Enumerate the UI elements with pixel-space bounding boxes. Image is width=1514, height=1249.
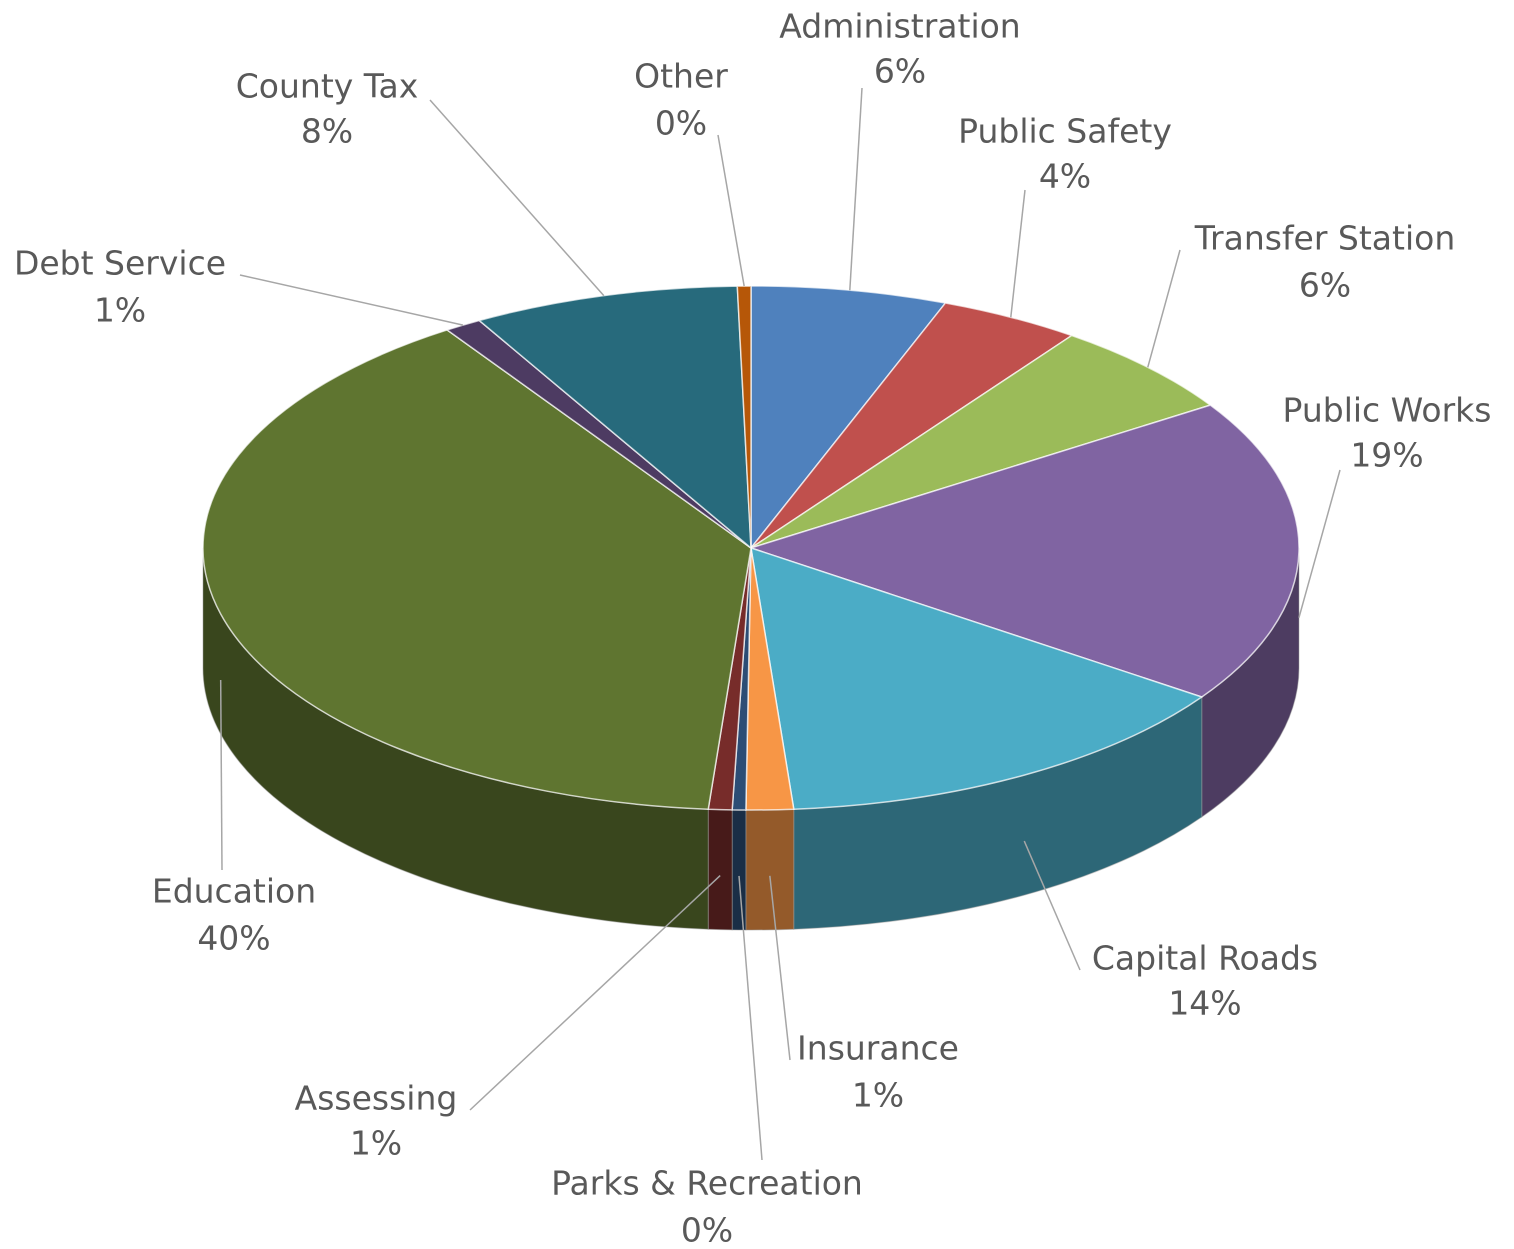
leader-line — [1023, 840, 1081, 971]
value-label: 1% — [852, 1076, 904, 1115]
leader-line — [1298, 469, 1341, 618]
slice — [748, 404, 1300, 698]
value-label: 8% — [301, 112, 353, 151]
value-label: 1% — [350, 1124, 402, 1163]
value-label: 1% — [94, 291, 146, 330]
value-label: 14% — [1168, 984, 1241, 1023]
category-label: County Tax — [236, 67, 418, 106]
slice-side — [745, 808, 795, 931]
value-label: 6% — [874, 52, 926, 91]
category-label: Public Safety — [958, 112, 1172, 151]
leader-line — [738, 875, 763, 1161]
value-label: 4% — [1039, 157, 1091, 196]
category-label: Capital Roads — [1092, 939, 1318, 978]
leader-line — [219, 680, 223, 871]
leader-line — [429, 99, 605, 297]
category-label: Other — [634, 57, 728, 96]
slice — [750, 285, 947, 551]
category-label: Assessing — [295, 1079, 458, 1118]
category-label: Transfer Station — [1194, 219, 1456, 258]
category-label: Public Works — [1283, 391, 1492, 430]
category-label: Insurance — [797, 1029, 959, 1068]
leader-line — [1147, 249, 1181, 368]
leader-line — [469, 875, 721, 1111]
category-label: Debt Service — [14, 244, 226, 283]
slice-side — [731, 809, 747, 931]
slice-side — [707, 808, 733, 931]
value-label: 19% — [1350, 436, 1423, 475]
leader-line — [769, 875, 791, 1061]
leader-line — [1010, 189, 1026, 318]
slice — [736, 285, 752, 549]
category-label: Administration — [779, 7, 1020, 46]
leader-line — [239, 274, 464, 326]
value-label: 6% — [1299, 266, 1351, 305]
leader-line — [849, 87, 863, 291]
value-label: 40% — [197, 919, 270, 958]
tops — [202, 285, 1300, 811]
category-label: Parks & Recreation — [551, 1164, 863, 1203]
slice — [750, 546, 1204, 810]
value-label: 0% — [655, 104, 707, 143]
leader-line — [717, 134, 745, 287]
value-label: 0% — [681, 1211, 733, 1249]
slice — [750, 334, 1213, 549]
category-label: Education — [152, 872, 316, 911]
